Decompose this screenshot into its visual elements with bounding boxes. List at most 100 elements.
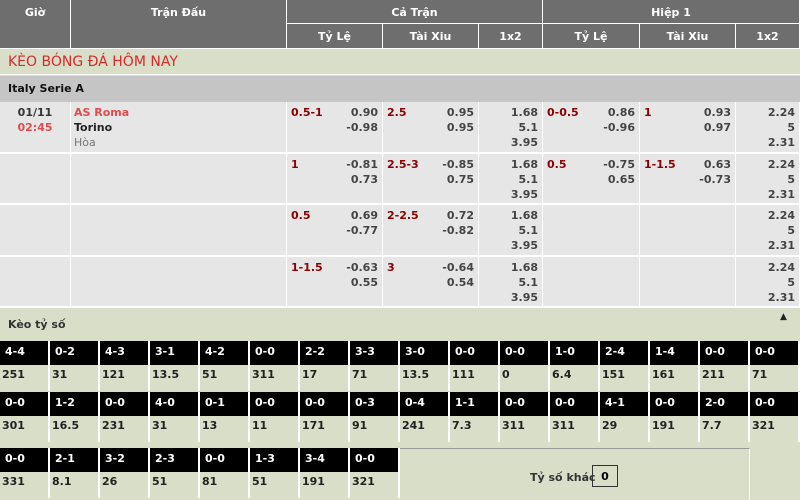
score-cell[interactable]: 0-0 191	[650, 392, 700, 442]
score-cell[interactable]: 1-1 7.3	[450, 392, 500, 442]
line: 0.5	[547, 158, 567, 171]
score-cell[interactable]: 0-0 71	[750, 341, 800, 391]
score-cell[interactable]: 0-4 241	[400, 392, 450, 442]
score-cell[interactable]: 2-0 7.7	[700, 392, 750, 442]
odds-draw[interactable]: 3.95	[510, 291, 538, 304]
odds[interactable]: 0.95	[446, 121, 474, 134]
odds-home[interactable]: 2.24	[767, 261, 795, 274]
score-cell[interactable]: 0-0 11	[250, 392, 300, 442]
score-label: 0-0	[300, 392, 350, 416]
score-cell[interactable]: 0-1 13	[200, 392, 250, 442]
score-cell[interactable]: 4-3 121	[100, 341, 150, 391]
score-cell[interactable]: 2-2 17	[300, 341, 350, 391]
odds[interactable]: -0.77	[346, 224, 378, 237]
h1-1x2-cell: 2.24 5 2.31	[736, 205, 800, 257]
caret-up-icon[interactable]: ▲	[780, 312, 787, 322]
odds[interactable]: 0.73	[350, 173, 378, 186]
score-cell[interactable]: 4-1 29	[600, 392, 650, 442]
score-cell[interactable]: 4-2 51	[200, 341, 250, 391]
away-team[interactable]: Torino	[74, 121, 113, 134]
odds[interactable]: -0.73	[699, 173, 731, 186]
home-team[interactable]: AS Roma	[74, 106, 130, 119]
score-cell[interactable]: 3-1 13.5	[150, 341, 200, 391]
score-cell[interactable]: 0-0 331	[0, 448, 50, 498]
score-cell[interactable]: 2-3 51	[150, 448, 200, 498]
score-cell[interactable]: 3-2 26	[100, 448, 150, 498]
odds[interactable]: 0.54	[446, 276, 474, 289]
line: 0.5-1	[291, 106, 323, 119]
score-cell[interactable]: 3-4 191	[300, 448, 350, 498]
odds[interactable]: 0.63	[703, 158, 731, 171]
odds[interactable]: -0.85	[442, 158, 474, 171]
score-cell[interactable]: 0-0 231	[100, 392, 150, 442]
score-cell[interactable]: 0-0 311	[250, 341, 300, 391]
odds[interactable]: -0.96	[603, 121, 635, 134]
odds-away[interactable]: 5.1	[518, 224, 539, 237]
other-score-value[interactable]: 0	[592, 465, 618, 487]
score-cell[interactable]: 0-0 111	[450, 341, 500, 391]
odds[interactable]: 0.95	[446, 106, 474, 119]
score-cell[interactable]: 1-4 161	[650, 341, 700, 391]
odds-home[interactable]: 1.68	[510, 158, 538, 171]
odds[interactable]: -0.75	[603, 158, 635, 171]
odds[interactable]: 0.69	[350, 209, 378, 222]
odds[interactable]: 0.72	[446, 209, 474, 222]
odds-away[interactable]: 5	[787, 276, 795, 289]
score-cell[interactable]: 4-0 31	[150, 392, 200, 442]
score-odds: 29	[600, 416, 650, 442]
score-cell[interactable]: 2-4 151	[600, 341, 650, 391]
odds-away[interactable]: 5.1	[518, 276, 539, 289]
odds-away[interactable]: 5.1	[518, 173, 539, 186]
score-cell[interactable]: 3-0 13.5	[400, 341, 450, 391]
odds-away[interactable]: 5	[787, 173, 795, 186]
odds[interactable]: -0.63	[346, 261, 378, 274]
score-cell[interactable]: 0-0 311	[550, 392, 600, 442]
odds-draw[interactable]: 3.95	[510, 136, 538, 149]
score-cell[interactable]: 0-0 301	[0, 392, 50, 442]
odds[interactable]: -0.98	[346, 121, 378, 134]
odds-home[interactable]: 1.68	[510, 209, 538, 222]
score-cell[interactable]: 0-0 321	[750, 392, 800, 442]
odds-draw[interactable]: 3.95	[510, 188, 538, 201]
odds-home[interactable]: 2.24	[767, 158, 795, 171]
score-cell[interactable]: 1-0 6.4	[550, 341, 600, 391]
h1-overunder-cell	[640, 205, 736, 257]
odds[interactable]: 0.97	[703, 121, 731, 134]
odds[interactable]: 0.93	[703, 106, 731, 119]
score-cell[interactable]: 0-0 321	[350, 448, 400, 498]
score-cell[interactable]: 0-0 81	[200, 448, 250, 498]
odds-draw[interactable]: 2.31	[767, 291, 795, 304]
score-cell[interactable]: 0-3 91	[350, 392, 400, 442]
score-odds: 121	[100, 365, 150, 391]
score-cell[interactable]: 1-3 51	[250, 448, 300, 498]
score-cell[interactable]: 0-0 311	[500, 392, 550, 442]
score-cell[interactable]: 0-0 171	[300, 392, 350, 442]
odds-draw[interactable]: 3.95	[510, 239, 538, 252]
odds-away[interactable]: 5	[787, 224, 795, 237]
odds-draw[interactable]: 2.31	[767, 136, 795, 149]
odds[interactable]: 0.75	[446, 173, 474, 186]
odds-home[interactable]: 1.68	[510, 261, 538, 274]
odds[interactable]: -0.82	[442, 224, 474, 237]
odds-away[interactable]: 5.1	[518, 121, 539, 134]
score-cell[interactable]: 4-4 251	[0, 341, 50, 391]
odds[interactable]: 0.90	[350, 106, 378, 119]
score-cell[interactable]: 0-0 0	[500, 341, 550, 391]
score-cell[interactable]: 0-0 211	[700, 341, 750, 391]
score-cell[interactable]: 0-2 31	[50, 341, 100, 391]
score-cell[interactable]: 2-1 8.1	[50, 448, 100, 498]
odds-draw[interactable]: 2.31	[767, 239, 795, 252]
odds-home[interactable]: 2.24	[767, 106, 795, 119]
score-odds: 51	[200, 365, 250, 391]
score-cell[interactable]: 3-3 71	[350, 341, 400, 391]
odds[interactable]: -0.64	[442, 261, 474, 274]
odds[interactable]: 0.86	[607, 106, 635, 119]
odds-home[interactable]: 1.68	[510, 106, 538, 119]
odds[interactable]: -0.81	[346, 158, 378, 171]
odds-draw[interactable]: 2.31	[767, 188, 795, 201]
odds-home[interactable]: 2.24	[767, 209, 795, 222]
odds[interactable]: 0.55	[350, 276, 378, 289]
score-cell[interactable]: 1-2 16.5	[50, 392, 100, 442]
odds[interactable]: 0.65	[607, 173, 635, 186]
odds-away[interactable]: 5	[787, 121, 795, 134]
